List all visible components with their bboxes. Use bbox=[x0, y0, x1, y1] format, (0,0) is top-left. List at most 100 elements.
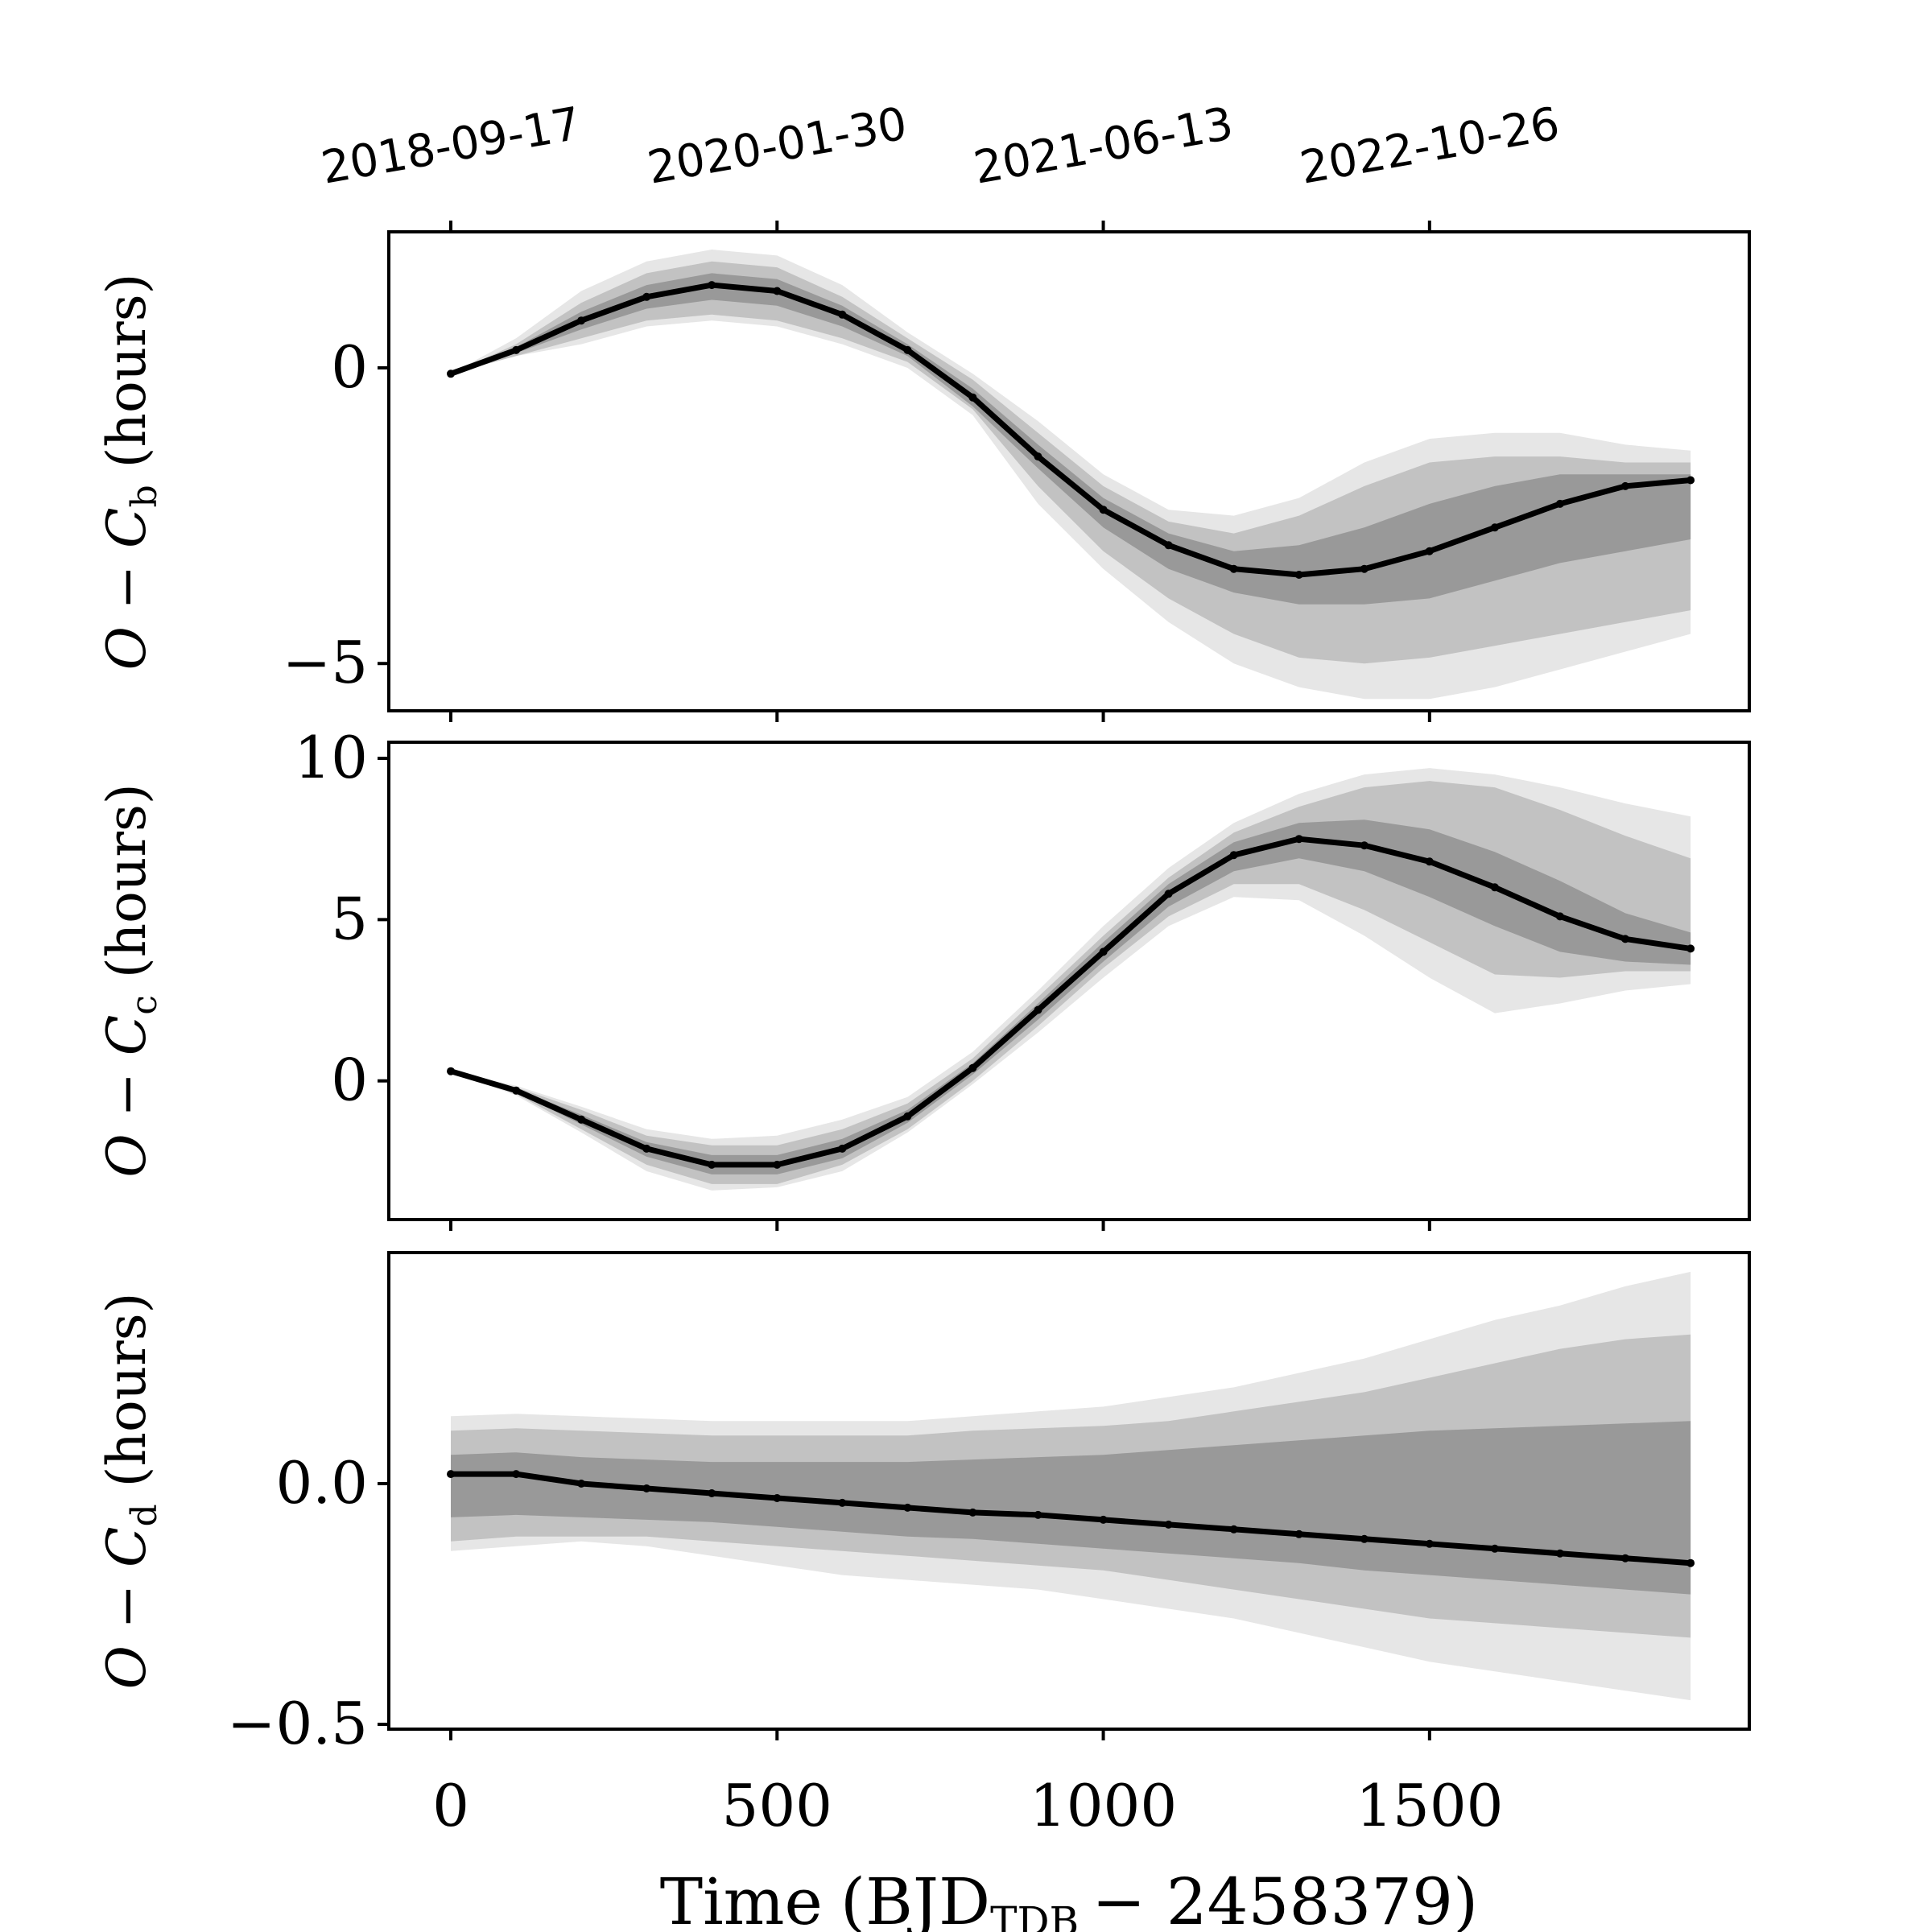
panel-d-median-point bbox=[577, 1480, 586, 1488]
x-axis-title-offset: − 2458379) bbox=[1092, 1864, 1478, 1932]
panel-b-median-point bbox=[773, 287, 782, 295]
panel-c-median-point bbox=[1360, 841, 1368, 850]
panel-c-frame bbox=[387, 741, 1751, 1221]
panel-c-ticks: 0 5 10 bbox=[294, 724, 1431, 1231]
panel-c-median-point bbox=[838, 1144, 847, 1153]
panel-c-ylabel-unit: (hours) bbox=[96, 783, 158, 995]
x-axis-title-expr: (BJD bbox=[840, 1864, 990, 1932]
panel-d-median bbox=[447, 1470, 1695, 1567]
panel-d-median-point bbox=[1490, 1544, 1499, 1553]
panel-b-median-point bbox=[1229, 564, 1238, 573]
x-tick-label: 1000 bbox=[1030, 1772, 1177, 1839]
panel-c-median-point bbox=[1294, 835, 1303, 844]
panel-c-median bbox=[447, 835, 1695, 1169]
panel-c-ylabel: O − Cc (hours) bbox=[96, 783, 165, 1177]
panel-b-median-point bbox=[708, 281, 716, 290]
panel-b-median bbox=[447, 281, 1695, 579]
panel-d-ytick-label: 0.0 bbox=[275, 1449, 368, 1517]
panel-c-median-point bbox=[642, 1144, 651, 1153]
panel-d-median-point bbox=[708, 1489, 716, 1497]
x-tick-label: 500 bbox=[722, 1772, 832, 1839]
panel-b-ylabel: O − Cb (hours) bbox=[96, 274, 165, 671]
panel-d-ylabel-unit: (hours) bbox=[96, 1293, 158, 1505]
panel-d-median-point bbox=[1229, 1525, 1238, 1534]
panel-d-median-point bbox=[512, 1470, 521, 1479]
panel-d-median-point bbox=[1621, 1554, 1629, 1563]
panel-c-median-point bbox=[903, 1112, 912, 1121]
panel-d-band-1σ bbox=[451, 1421, 1691, 1595]
panel-d-median-point bbox=[903, 1503, 912, 1512]
panel-d-median-point bbox=[1686, 1558, 1695, 1567]
panel-b-ylabel-unit: (hours) bbox=[96, 274, 158, 485]
panel-c-median-point bbox=[447, 1067, 455, 1075]
panel-c-median-point bbox=[1555, 912, 1564, 921]
panel-d-median-point bbox=[1294, 1530, 1303, 1538]
panel-b-median-point bbox=[1555, 499, 1564, 508]
panel-b-ylabel-sub: b bbox=[124, 485, 165, 507]
panel-b-median-point bbox=[1294, 571, 1303, 579]
panel-d-median-point bbox=[1034, 1510, 1042, 1519]
panel-c-median-point bbox=[577, 1115, 586, 1124]
panel-d-bands bbox=[451, 1271, 1691, 1701]
panel-b-median-point bbox=[1490, 523, 1499, 532]
panel-d-median-point bbox=[838, 1498, 847, 1507]
panel-b-median-point bbox=[577, 316, 586, 325]
panel-b-median-point bbox=[447, 369, 455, 378]
panel-c-median-point bbox=[1425, 857, 1434, 866]
panel-d-ticks: 0.0 −0.5 bbox=[227, 1449, 1431, 1757]
panel-b-median-line bbox=[448, 282, 1694, 578]
panel-b-bands bbox=[451, 250, 1691, 700]
panel-d: 0.0 −0.5 O − Cd (hours) bbox=[96, 1251, 1751, 1757]
panel-d-median-point bbox=[968, 1508, 977, 1517]
top-date-label: 2021-06-13 bbox=[970, 97, 1237, 195]
x-tick-labels: 0 500 1000 1500 bbox=[432, 1772, 1503, 1839]
top-date-axis: 2018-09-17 2020-01-30 2021-06-13 2022-10-26 bbox=[317, 97, 1563, 195]
panel-b-ticks: 0 −5 bbox=[283, 221, 1431, 722]
panel-c-median-point bbox=[1490, 883, 1499, 892]
panel-c-median-point bbox=[1034, 1005, 1042, 1014]
panel-c-ylabel-sub: c bbox=[124, 995, 165, 1015]
panel-b-median-point bbox=[838, 310, 847, 319]
panel-d-median-point bbox=[1360, 1534, 1368, 1543]
panel-d-median-point bbox=[1099, 1515, 1108, 1524]
panel-d-ytick-label: −0.5 bbox=[227, 1690, 368, 1757]
top-date-label: 2022-10-26 bbox=[1296, 97, 1563, 195]
panel-b-ylabel-main: O − C bbox=[96, 507, 158, 670]
top-date-label: 2020-01-30 bbox=[644, 97, 911, 195]
panel-b-median-point bbox=[1686, 476, 1695, 485]
panel-b-ytick-label: −5 bbox=[283, 629, 368, 696]
x-axis-title-sub: TDB bbox=[990, 1898, 1079, 1932]
panel-b-ytick-label: 0 bbox=[331, 333, 368, 401]
panel-b-median-point bbox=[642, 292, 651, 301]
panel-b: 0 −5 O − Cb (hours) bbox=[96, 221, 1751, 722]
x-axis-title-main: Time bbox=[660, 1864, 823, 1932]
panel-c-median-point bbox=[1229, 851, 1238, 860]
panel-d-median-point bbox=[1164, 1520, 1173, 1529]
panel-c-median-point bbox=[1164, 890, 1173, 898]
panel-c-ytick-label: 0 bbox=[331, 1046, 368, 1114]
panel-b-frame bbox=[387, 230, 1751, 712]
panel-b-median-point bbox=[1360, 564, 1368, 573]
panel-c-ytick-label: 5 bbox=[331, 885, 368, 952]
panel-b-median-point bbox=[1099, 506, 1108, 514]
panel-d-median-point bbox=[447, 1470, 455, 1479]
panel-d-median-point bbox=[773, 1494, 782, 1502]
panel-b-band-1σ bbox=[451, 273, 1691, 605]
top-date-label: 2018-09-17 bbox=[317, 97, 584, 195]
panel-b-band-2σ bbox=[451, 261, 1691, 664]
x-axis-title: Time (BJDTDB − 2458379) bbox=[660, 1864, 1479, 1932]
panel-b-median-point bbox=[1621, 481, 1629, 490]
panel-b-median-point bbox=[512, 345, 521, 354]
x-tick-label: 0 bbox=[432, 1772, 469, 1839]
panel-c-median-point bbox=[1686, 944, 1695, 953]
panel-c-median-point bbox=[773, 1160, 782, 1169]
panel-c: 0 5 10 O − Cc (hours) bbox=[96, 724, 1751, 1231]
panel-c-median-point bbox=[708, 1160, 716, 1169]
panel-d-median-point bbox=[642, 1484, 651, 1492]
panel-c-median-point bbox=[512, 1086, 521, 1095]
panel-b-median-point bbox=[903, 345, 912, 354]
panel-b-median-point bbox=[1164, 541, 1173, 550]
panel-d-ylabel-main: O − C bbox=[96, 1526, 158, 1689]
panel-c-ytick-label: 10 bbox=[294, 724, 368, 791]
